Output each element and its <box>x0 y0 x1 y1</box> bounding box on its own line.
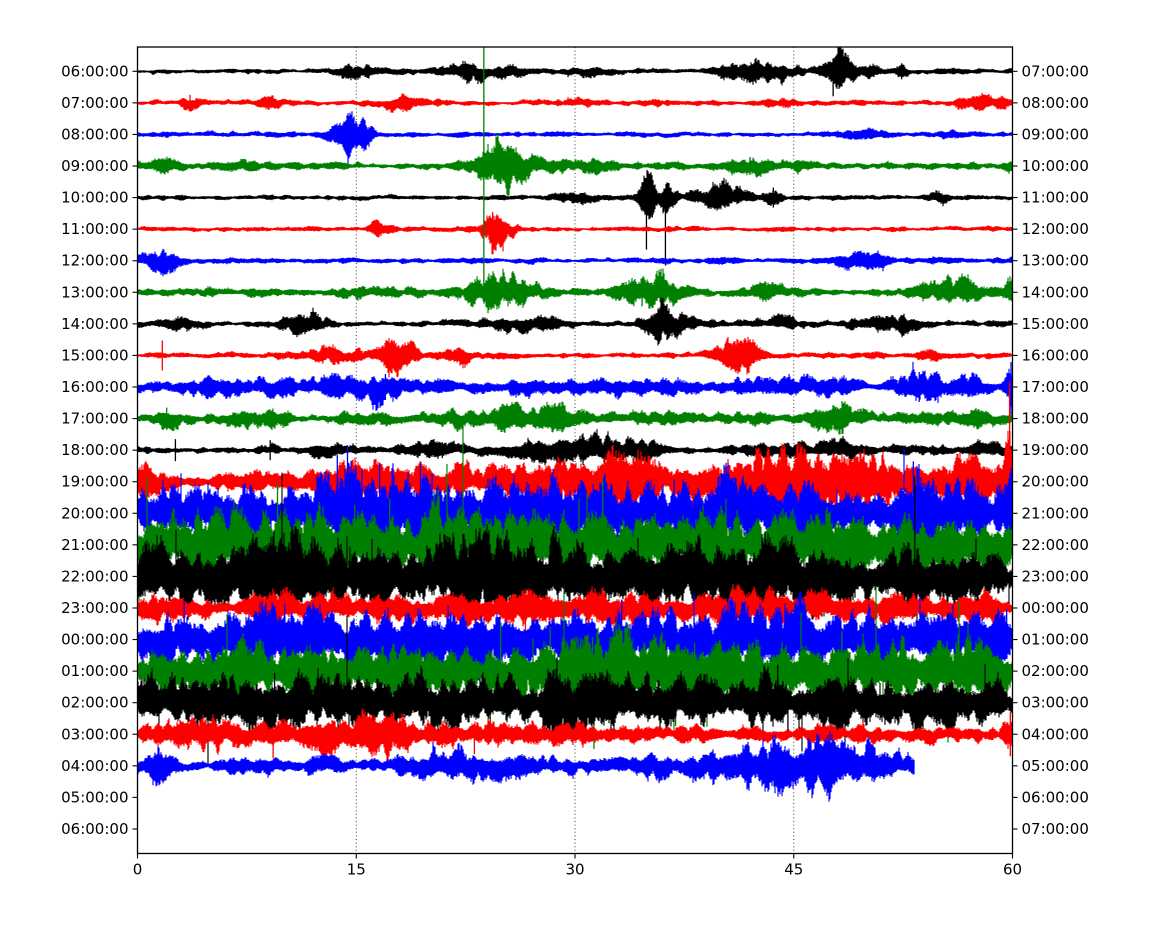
right-axis-label: 04:00:00 <box>1022 725 1089 743</box>
x-tick-label: 15 <box>347 861 366 879</box>
right-axis-label: 05:00:00 <box>1022 757 1089 775</box>
left-axis-label: 02:00:00 <box>61 694 128 712</box>
left-axis-label: 18:00:00 <box>61 441 128 459</box>
right-axis-label: 20:00:00 <box>1022 473 1089 491</box>
left-axis-label: 20:00:00 <box>61 504 128 522</box>
right-axis-label: 12:00:00 <box>1022 220 1089 238</box>
right-axis-label: 21:00:00 <box>1022 504 1089 522</box>
x-tick-label: 60 <box>1003 861 1022 879</box>
left-axis-label: 03:00:00 <box>61 725 128 743</box>
right-axis-label: 02:00:00 <box>1022 662 1089 680</box>
right-axis-label: 17:00:00 <box>1022 378 1089 396</box>
right-axis-label: 01:00:00 <box>1022 631 1089 649</box>
left-axis-label: 06:00:00 <box>61 820 128 838</box>
left-axis-label: 10:00:00 <box>61 189 128 207</box>
right-axis-label: 08:00:00 <box>1022 94 1089 112</box>
trace-row-06:00:00 <box>137 47 1013 97</box>
x-tick-label: 45 <box>784 861 803 879</box>
left-axis-label: 07:00:00 <box>61 94 128 112</box>
y-axis: 06:00:00 07:00:00 07:00:00 08:00:00 08:00:00… <box>61 62 1089 838</box>
right-axis-label: 03:00:00 <box>1022 694 1089 712</box>
left-axis-label: 01:00:00 <box>61 662 128 680</box>
right-axis-label: 06:00:00 <box>1022 788 1089 806</box>
left-axis-label: 11:00:00 <box>61 220 128 238</box>
left-axis-label: 09:00:00 <box>61 157 128 175</box>
right-axis-label: 23:00:00 <box>1022 567 1089 585</box>
left-axis-label: 06:00:00 <box>61 62 128 80</box>
left-axis-label: 16:00:00 <box>61 378 128 396</box>
left-axis-label: 13:00:00 <box>61 283 128 301</box>
left-axis-label: 05:00:00 <box>61 788 128 806</box>
trace-row-01:00:00 <box>137 585 1013 750</box>
left-axis-label: 17:00:00 <box>61 410 128 428</box>
right-axis-label: 07:00:00 <box>1022 62 1089 80</box>
x-axis: 0 15 30 45 60 <box>133 853 1022 879</box>
right-axis-label: 19:00:00 <box>1022 441 1089 459</box>
left-axis-label: 15:00:00 <box>61 346 128 364</box>
left-axis-label: 08:00:00 <box>61 125 128 143</box>
left-axis-label: 12:00:00 <box>61 252 128 270</box>
right-axis-label: 11:00:00 <box>1022 189 1089 207</box>
left-axis-label: 04:00:00 <box>61 757 128 775</box>
left-axis-label: 22:00:00 <box>61 567 128 585</box>
right-axis-label: 10:00:00 <box>1022 157 1089 175</box>
left-axis-label: 14:00:00 <box>61 315 128 333</box>
left-axis-label: 19:00:00 <box>61 473 128 491</box>
x-tick-label: 0 <box>133 861 143 879</box>
right-axis-label: 16:00:00 <box>1022 346 1089 364</box>
trace-row-13:00:00 <box>137 47 1013 314</box>
left-axis-label: 00:00:00 <box>61 631 128 649</box>
trace-row-21:00:00 <box>137 415 1013 639</box>
right-axis-label: 18:00:00 <box>1022 410 1089 428</box>
left-axis-label: 23:00:00 <box>61 599 128 617</box>
right-axis-label: 14:00:00 <box>1022 283 1089 301</box>
right-axis-label: 09:00:00 <box>1022 125 1089 143</box>
right-axis-label: 07:00:00 <box>1022 820 1089 838</box>
right-axis-label: 22:00:00 <box>1022 536 1089 554</box>
right-axis-label: 15:00:00 <box>1022 315 1089 333</box>
x-tick-label: 30 <box>565 861 584 879</box>
left-axis-label: 21:00:00 <box>61 536 128 554</box>
right-axis-label: 00:00:00 <box>1022 599 1089 617</box>
right-axis-label: 13:00:00 <box>1022 252 1089 270</box>
